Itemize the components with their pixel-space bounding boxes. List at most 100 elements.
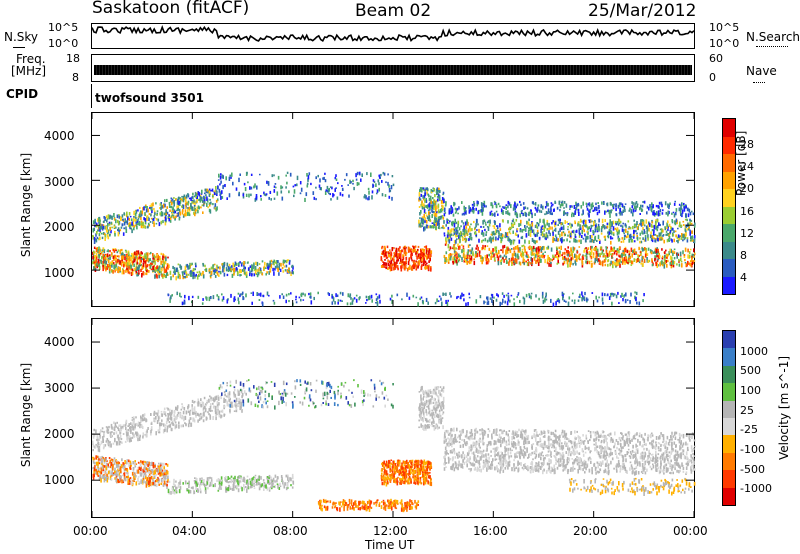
power-cell: [566, 251, 569, 256]
power-cell: [397, 258, 399, 262]
power-cell: [538, 254, 540, 257]
power-cell: [543, 255, 545, 259]
power-cell: [130, 218, 133, 222]
power-cell: [187, 273, 190, 276]
power-cell: [680, 260, 683, 263]
velocity-cell: [163, 462, 165, 466]
power-cell: [404, 261, 406, 265]
power-cell: [568, 259, 571, 263]
power-cell: [125, 226, 127, 230]
power-cell: [201, 204, 204, 207]
power-cell: [381, 193, 384, 197]
power-cell: [431, 214, 433, 218]
velocity-cell: [105, 464, 107, 467]
power-cell: [523, 262, 525, 265]
power-cell: [684, 259, 686, 262]
power-cell: [169, 220, 172, 223]
velocity-cell: [223, 391, 226, 393]
power-cell: [590, 256, 593, 260]
power-cell: [485, 257, 487, 262]
velocity-cell: [128, 462, 130, 467]
velocity-cell: [152, 462, 155, 466]
power-cell: [647, 259, 650, 263]
power-cell: [139, 262, 142, 265]
power-cell: [124, 256, 126, 261]
power-cell: [307, 178, 309, 182]
power-cell: [404, 264, 407, 269]
power-cell: [95, 222, 98, 227]
power-cell: [481, 256, 483, 260]
power-cell: [184, 265, 187, 271]
power-cell: [142, 262, 145, 267]
power-cell: [604, 263, 607, 267]
power-cell: [153, 259, 155, 262]
power-cell: [131, 261, 134, 266]
power-cell: [428, 203, 430, 208]
power-cell: [434, 219, 437, 223]
velocity-cell: [212, 402, 214, 405]
power-cell: [670, 250, 673, 254]
velocity-cell: [146, 470, 149, 472]
power-cell: [182, 198, 185, 203]
velocity-cell: [97, 475, 100, 477]
power-cell: [98, 251, 101, 255]
power-cell: [384, 253, 386, 258]
velocity-cell: [161, 473, 163, 476]
power-cell: [305, 192, 308, 197]
power-cell: [115, 255, 117, 258]
power-cell: [138, 266, 140, 270]
power-cell: [450, 255, 452, 258]
power-cell: [135, 269, 137, 272]
power-cell: [130, 264, 132, 269]
power-cell: [174, 210, 177, 214]
power-cell: [184, 269, 187, 274]
power-cell: [286, 269, 289, 273]
power-cell: [428, 215, 431, 220]
power-cell: [142, 256, 144, 260]
velocity-cell: [139, 463, 142, 468]
power-cell: [672, 264, 675, 268]
power-cell: [419, 212, 421, 216]
power-cell: [477, 246, 479, 251]
power-cell: [410, 257, 413, 260]
power-cell: [537, 257, 540, 259]
power-cell: [677, 253, 679, 256]
power-cell: [264, 261, 266, 266]
power-cell: [240, 274, 242, 276]
power-cell: [157, 267, 159, 271]
power-cell: [575, 262, 577, 266]
power-cell: [135, 209, 138, 214]
power-cell: [119, 216, 122, 221]
power-cell: [537, 255, 539, 258]
power-cell: [135, 266, 137, 269]
power-cell: [117, 221, 120, 224]
date-title: 25/Mar/2012: [588, 1, 697, 21]
power-cell: [611, 247, 614, 252]
power-cell: [276, 191, 279, 196]
power-cell: [151, 218, 154, 221]
power-cell: [557, 256, 559, 260]
power-cell: [219, 175, 222, 180]
power-cell: [171, 214, 174, 217]
power-cell: [466, 251, 469, 254]
power-cell: [95, 256, 98, 260]
power-cell: [423, 188, 425, 191]
power-cell: [93, 227, 95, 231]
power-cell: [534, 247, 537, 252]
power-cell: [656, 247, 658, 250]
power-cell: [356, 182, 359, 186]
power-cell: [143, 206, 145, 211]
power-cell: [176, 269, 179, 273]
power-cell: [101, 224, 103, 227]
power-cell: [134, 251, 136, 255]
power-cell: [453, 250, 456, 253]
power-cell: [425, 187, 427, 190]
power-cell: [417, 245, 420, 248]
velocity-cell: [145, 483, 148, 488]
power-cell: [306, 184, 309, 188]
power-cell: [353, 186, 355, 191]
power-cell: [445, 251, 448, 255]
velocity-cell: [157, 469, 160, 474]
power-cell: [429, 204, 432, 209]
power-cell: [625, 256, 627, 261]
